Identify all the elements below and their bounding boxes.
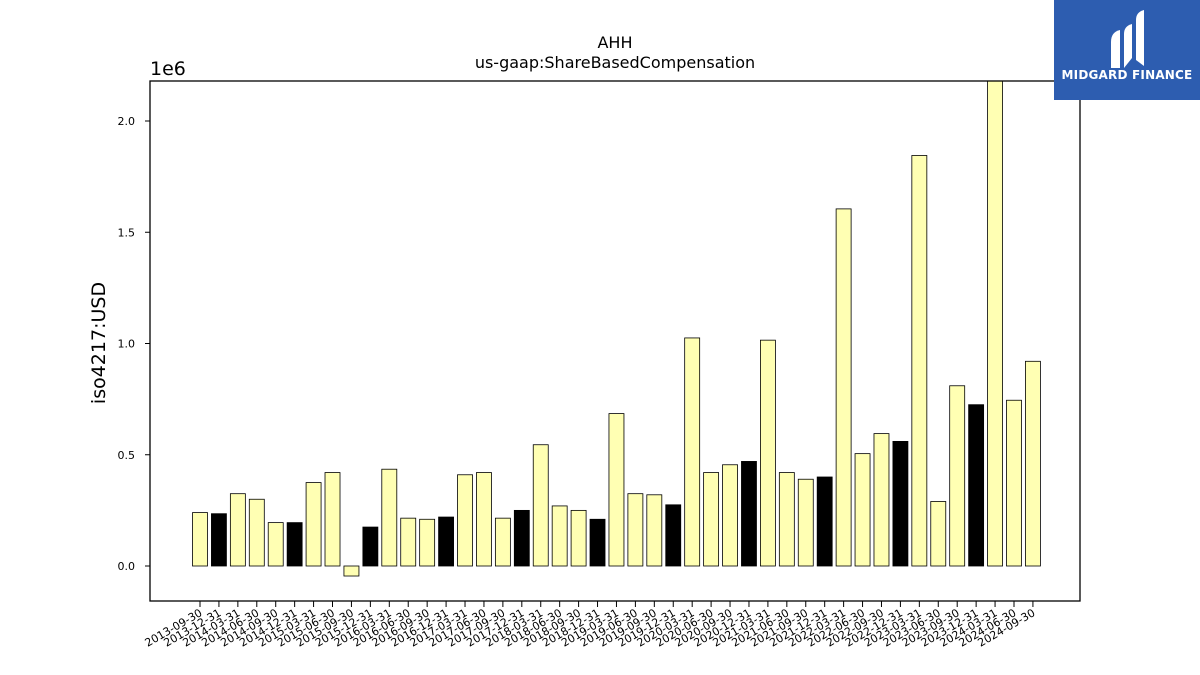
bar-2014-03-31 bbox=[229, 493, 246, 567]
bar-2020-03-31 bbox=[684, 337, 701, 567]
bar-2023-03-31 bbox=[911, 155, 928, 567]
bar-2022-12-31 bbox=[892, 440, 909, 567]
plot-frame bbox=[149, 80, 1081, 602]
bar-2018-09-30 bbox=[570, 509, 587, 567]
y-tick-label: 0.5 bbox=[118, 449, 136, 462]
bar-2024-06-30 bbox=[1006, 399, 1022, 567]
chart-title: AHH bbox=[597, 33, 632, 52]
bar-2023-09-30 bbox=[949, 385, 966, 567]
bar-2015-06-30 bbox=[324, 472, 341, 567]
bar-2016-03-31 bbox=[381, 468, 398, 567]
bar-2017-06-30 bbox=[476, 472, 492, 567]
bar-2017-03-31 bbox=[457, 474, 473, 567]
bars-group bbox=[192, 80, 1041, 577]
bar-2021-09-30 bbox=[797, 478, 814, 567]
bar-2020-06-30 bbox=[703, 472, 720, 567]
bar-2022-03-31 bbox=[835, 208, 852, 567]
bar-2015-12-31 bbox=[362, 526, 379, 567]
bar-2023-06-30 bbox=[930, 501, 947, 567]
y-scale-label: 1e6 bbox=[150, 58, 186, 80]
y-tick-label: 1.5 bbox=[118, 226, 136, 239]
bar-2022-06-30 bbox=[854, 453, 871, 567]
bar-2018-12-31 bbox=[589, 518, 606, 567]
midgard-finance-logo: MIDGARD FINANCE bbox=[1054, 0, 1200, 100]
bar-2014-12-31 bbox=[286, 522, 303, 567]
y-tick-label: 2.0 bbox=[118, 115, 136, 128]
midgard-m-logo-icon bbox=[1111, 10, 1144, 68]
bar-2024-03-31 bbox=[987, 80, 1003, 567]
logo-text: MIDGARD FINANCE bbox=[1061, 68, 1193, 82]
bar-2019-06-30 bbox=[627, 493, 644, 567]
x-ticks-group: 2013-09-302013-12-312014-03-312014-06-30… bbox=[143, 601, 1037, 650]
bar-2019-09-30 bbox=[646, 494, 663, 567]
bar-2019-12-31 bbox=[665, 504, 682, 567]
bar-2020-12-31 bbox=[741, 461, 757, 567]
bar-2017-12-31 bbox=[513, 509, 530, 567]
bar-2024-09-30 bbox=[1025, 360, 1041, 567]
bar-2015-09-30 bbox=[343, 565, 360, 577]
bar-2021-06-30 bbox=[778, 472, 795, 567]
bar-2016-09-30 bbox=[419, 518, 436, 567]
bar-2014-09-30 bbox=[267, 522, 284, 567]
bar-2016-06-30 bbox=[400, 517, 417, 567]
bar-2014-06-30 bbox=[248, 498, 265, 567]
bar-2019-03-31 bbox=[608, 413, 625, 567]
bar-2015-03-31 bbox=[305, 482, 322, 567]
chart-subtitle: us-gaap:ShareBasedCompensation bbox=[475, 53, 755, 72]
bar-2013-12-31 bbox=[211, 513, 227, 567]
bar-2018-03-31 bbox=[532, 444, 549, 567]
bar-2018-06-30 bbox=[551, 505, 568, 567]
bar-2021-03-31 bbox=[760, 339, 776, 567]
bar-2016-12-31 bbox=[438, 516, 454, 567]
bar-2021-12-31 bbox=[816, 476, 833, 567]
y-tick-label: 0.0 bbox=[118, 560, 136, 573]
y-ticks-group: 0.0 0.5 1.0 1.5 2.0 bbox=[118, 115, 150, 573]
bar-2017-09-30 bbox=[494, 517, 511, 567]
y-axis-label: iso4217:USD bbox=[88, 282, 110, 404]
y-tick-label: 1.0 bbox=[118, 338, 136, 351]
bar-2023-12-31 bbox=[968, 404, 985, 567]
bar-2020-09-30 bbox=[722, 464, 738, 567]
bar-2022-09-30 bbox=[873, 433, 890, 567]
bar-2013-09-30 bbox=[192, 512, 208, 567]
